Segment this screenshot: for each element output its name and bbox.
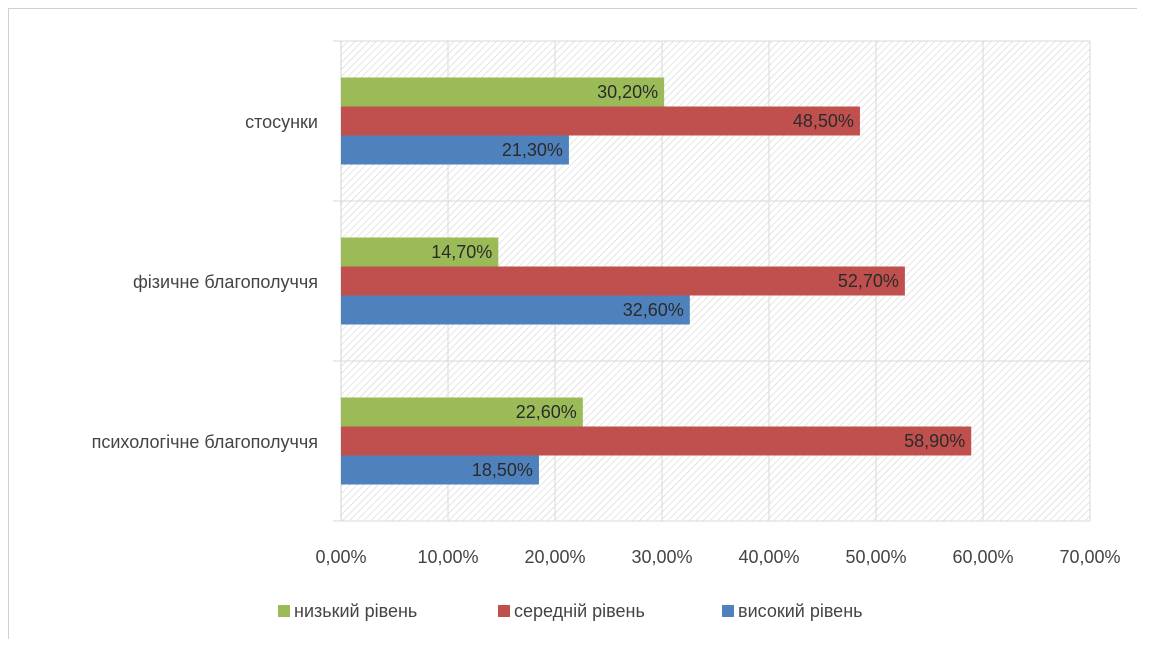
data-label: 22,60% xyxy=(516,402,577,422)
bar xyxy=(341,135,569,165)
bar xyxy=(341,397,583,427)
x-tick-label: 70,00% xyxy=(1059,547,1120,567)
category-axis: психологічне благополуччя фізичне благопо… xyxy=(92,112,318,452)
bar xyxy=(341,266,905,296)
category-label: психологічне благополуччя xyxy=(92,432,318,452)
category-label: фізичне благополуччя xyxy=(133,272,318,292)
data-label: 18,50% xyxy=(472,460,533,480)
x-tick-label: 30,00% xyxy=(631,547,692,567)
x-tick-label: 20,00% xyxy=(524,547,585,567)
data-label: 21,30% xyxy=(502,140,563,160)
legend-label: середній рівень xyxy=(514,601,645,621)
x-tick-label: 10,00% xyxy=(417,547,478,567)
value-axis: 0,00% 10,00% 20,00% 30,00% 40,00% 50,00% 60,00… xyxy=(315,547,1120,567)
bar xyxy=(341,455,539,485)
x-tick-label: 0,00% xyxy=(315,547,366,567)
data-label: 48,50% xyxy=(793,111,854,131)
data-label: 52,70% xyxy=(838,271,899,291)
bar xyxy=(341,426,972,456)
legend: низький рівень середній рівень високий рів… xyxy=(278,601,863,621)
bar xyxy=(341,295,690,325)
legend-swatch xyxy=(278,605,290,617)
bars xyxy=(341,77,972,485)
legend-swatch xyxy=(722,605,734,617)
data-label: 58,90% xyxy=(904,431,965,451)
legend-label: високий рівень xyxy=(738,601,863,621)
data-labels: 22,60% 58,90% 18,50% 14,70% 52,70% 32,60% 30,2… xyxy=(431,82,965,480)
x-tick-label: 50,00% xyxy=(845,547,906,567)
bar xyxy=(341,106,860,136)
x-tick-label: 40,00% xyxy=(738,547,799,567)
data-label: 14,70% xyxy=(431,242,492,262)
data-label: 30,20% xyxy=(597,82,658,102)
legend-swatch xyxy=(498,605,510,617)
category-label: стосунки xyxy=(245,112,318,132)
bar xyxy=(341,77,665,107)
bar xyxy=(341,237,499,267)
data-label: 32,60% xyxy=(623,300,684,320)
legend-label: низький рівень xyxy=(294,601,417,621)
x-tick-label: 60,00% xyxy=(952,547,1013,567)
